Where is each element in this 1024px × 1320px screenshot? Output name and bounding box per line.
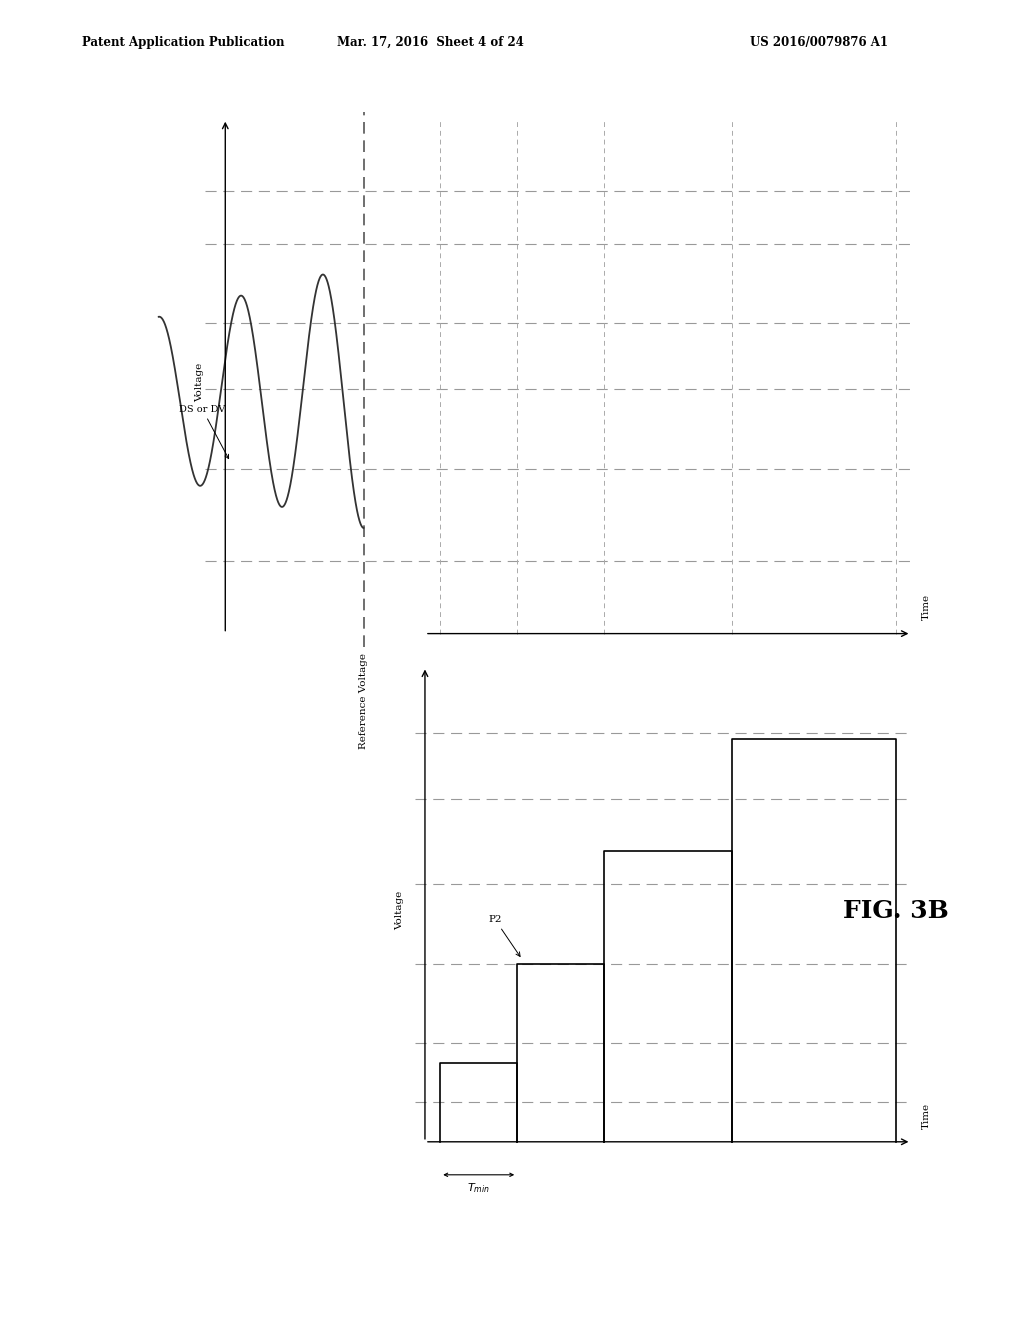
Text: P2: P2 [488,915,520,957]
Text: $T_{min}$: $T_{min}$ [467,1181,490,1195]
Text: Mar. 17, 2016  Sheet 4 of 24: Mar. 17, 2016 Sheet 4 of 24 [337,36,523,49]
Text: DS or DV: DS or DV [179,405,228,458]
Text: Time: Time [923,594,931,620]
Text: Time: Time [923,1102,931,1129]
Text: Reference Voltage: Reference Voltage [359,653,368,750]
Text: US 2016/0079876 A1: US 2016/0079876 A1 [751,36,888,49]
Text: FIG. 3B: FIG. 3B [843,899,949,923]
Text: Voltage: Voltage [196,363,204,403]
Text: Patent Application Publication: Patent Application Publication [82,36,285,49]
Text: Voltage: Voltage [395,891,403,931]
